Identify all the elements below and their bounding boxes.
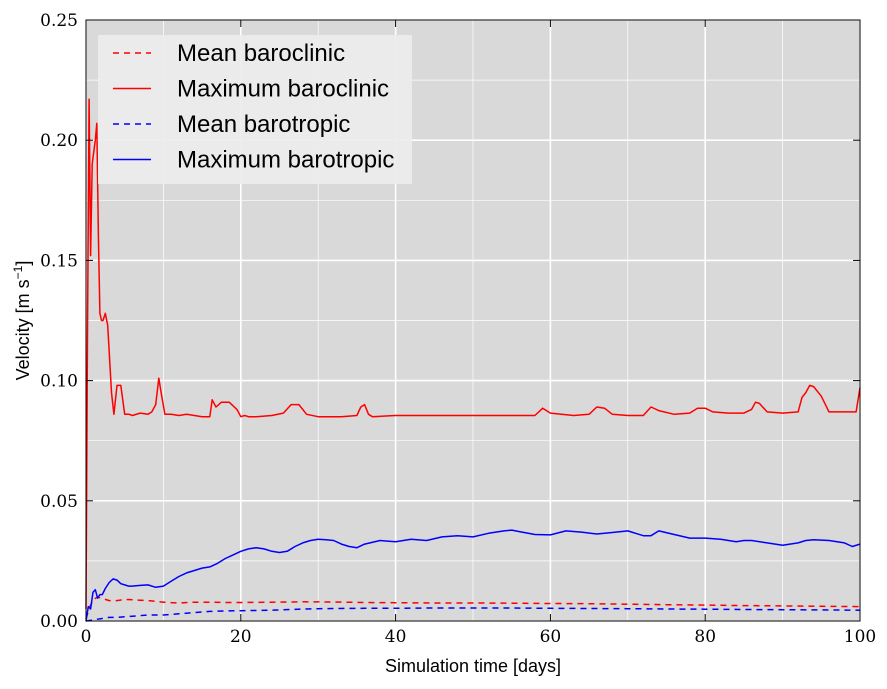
x-tick-label: 60	[540, 627, 562, 647]
series-line-maximum-barotropic	[85, 529, 861, 622]
x-tick-label: 20	[230, 627, 252, 647]
y-tick-label: 0.20	[40, 131, 78, 151]
legend-label: Mean baroclinic	[177, 40, 345, 67]
legend-label: Maximum barotropic	[177, 147, 394, 174]
y-tick-label: 0.10	[40, 372, 78, 392]
series-line-mean-barotropic	[85, 607, 861, 622]
y-axis-label-main: Velocity [m s	[13, 279, 33, 380]
x-tick-label: 0	[81, 627, 92, 647]
x-tick-label: 40	[385, 627, 407, 647]
y-tick-label: 0.05	[40, 492, 78, 512]
axis-ticks	[85, 19, 861, 622]
y-axis-label-superscript: −1	[11, 265, 25, 279]
y-axis-label: Velocity [m s−1]	[11, 261, 33, 381]
legend-label: Maximum baroclinic	[177, 76, 389, 103]
x-tick-label: 80	[694, 627, 716, 647]
y-tick-label: 0.25	[40, 11, 78, 31]
plot-frame	[85, 19, 861, 622]
series-line-mean-baroclinic	[85, 596, 861, 619]
legend-label: Mean barotropic	[177, 111, 350, 138]
series-layer	[85, 98, 861, 622]
y-tick-label: 0.00	[40, 612, 78, 632]
y-axis-label-suffix: ]	[13, 261, 33, 266]
y-tick-label: 0.15	[40, 251, 78, 271]
series-line-maximum-baroclinic	[85, 98, 861, 610]
legend: Mean baroclinic Maximum baroclinic Mean ba…	[98, 35, 412, 184]
tick-labels: 0 20 40 60 80 100 0.00 0.05 0.10 0.15 0.20 0.25	[40, 11, 876, 647]
x-axis-label: Simulation time [days]	[385, 656, 561, 676]
x-tick-label: 100	[844, 627, 876, 647]
